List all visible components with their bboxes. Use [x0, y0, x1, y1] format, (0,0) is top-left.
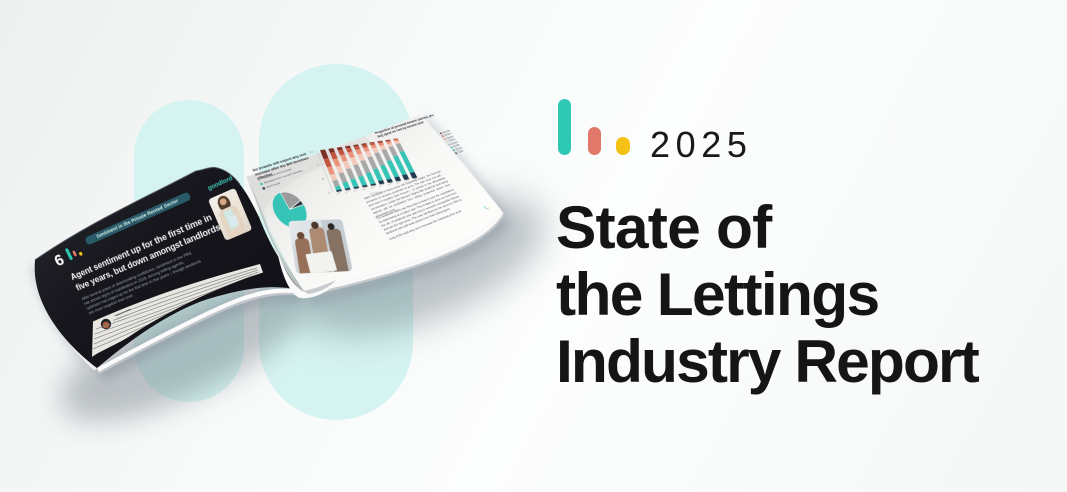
svg-text:0: 0 — [327, 191, 331, 195]
svg-text:50: 50 — [321, 177, 326, 181]
svg-text:30-40%: 30-40% — [451, 142, 458, 146]
svg-text:50-60k: 50-60k — [371, 185, 377, 190]
svg-text:10-20%: 10-20% — [456, 148, 463, 152]
svg-text:40-50k: 40-50k — [362, 186, 368, 191]
svg-text:70-80k: 70-80k — [388, 182, 394, 187]
svg-text:80-100%: 80-100% — [443, 130, 451, 134]
svg-text:60-80%: 60-80% — [445, 133, 452, 137]
svg-text:0-10%: 0-10% — [458, 151, 464, 154]
svg-text:20-30%: 20-30% — [454, 145, 461, 149]
svg-text:80-90k: 80-90k — [396, 181, 401, 186]
svg-text:50-60%: 50-60% — [447, 136, 454, 140]
svg-text:60-70k: 60-70k — [379, 183, 385, 188]
svg-text:20-30k: 20-30k — [345, 189, 351, 194]
svg-text:<20k: <20k — [336, 191, 342, 196]
svg-text:90-100k: 90-100k — [404, 179, 410, 184]
svg-text:75: 75 — [315, 163, 320, 167]
svg-text:30-40k: 30-40k — [354, 188, 360, 193]
svg-text:40-50%: 40-50% — [449, 139, 456, 143]
svg-text:100: 100 — [309, 150, 315, 154]
svg-text:>100k: >100k — [412, 177, 418, 182]
svg-text:Income level: Income level — [370, 191, 384, 195]
